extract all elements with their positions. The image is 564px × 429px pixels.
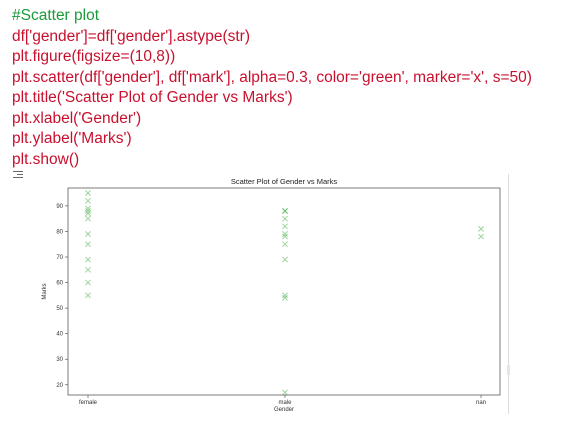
y-tick-label: 40 (56, 332, 63, 338)
scatter-point (85, 279, 91, 286)
code-line-comment: #Scatter plot (12, 7, 100, 24)
x-axis-label: Gender (274, 407, 294, 413)
output-toggle-icon[interactable] (13, 171, 23, 179)
scatter-point (282, 223, 288, 230)
x-tick-label: female (79, 400, 98, 406)
y-tick-label: 20 (56, 383, 63, 389)
scatter-point (282, 208, 288, 214)
scatter-point (85, 205, 91, 212)
chart-title: Scatter Plot of Gender vs Marks (231, 177, 338, 186)
code-line-title: plt.title('Scatter Plot of Gender vs Mar… (12, 89, 293, 106)
y-tick-label: 80 (56, 229, 63, 235)
scatter-point (282, 241, 288, 248)
y-tick-label: 60 (56, 281, 63, 287)
plot-frame (67, 187, 501, 396)
code-line-scatter: plt.scatter(df['gender'], df['mark'], al… (12, 68, 532, 86)
scatter-point (85, 266, 91, 273)
scatter-point (282, 256, 288, 263)
scatter-point (85, 215, 91, 222)
code-line-xlabel: plt.xlabel('Gender') (12, 109, 142, 127)
scatter-point (282, 233, 288, 240)
code-line-astype: df['gender']=df['gender'].astype(str) (12, 27, 251, 45)
y-tick-label: 70 (56, 255, 63, 261)
scatter-point (85, 241, 91, 248)
scatter-point (85, 256, 91, 263)
scatter-point (282, 231, 288, 237)
code-line-show: plt.show() (12, 150, 80, 168)
y-tick-label: 30 (56, 357, 63, 363)
y-tick-label: 50 (56, 306, 63, 312)
scatter-point (282, 294, 288, 301)
scatter-point (85, 292, 91, 299)
scatter-point (85, 208, 91, 214)
scatter-point (478, 233, 484, 240)
y-axis-label: Marks (42, 283, 48, 299)
scatter-point (478, 225, 484, 232)
scatter-point (282, 292, 288, 299)
code-line-ylabel: plt.ylabel('Marks') (12, 130, 132, 147)
scatter-point (85, 190, 91, 197)
x-tick-label: male (278, 400, 292, 406)
scatter-point (282, 208, 288, 214)
code-line-figure: plt.figure(figsize=(10,8)) (12, 48, 176, 65)
output-scroll-handle[interactable] (507, 365, 510, 375)
scatter-point (85, 231, 91, 237)
scatter-point (282, 389, 288, 396)
x-tick-label: nan (476, 400, 486, 406)
code-cell[interactable]: #Scatter plot df['gender']=df['gender'].… (12, 6, 532, 170)
output-frame-border (508, 174, 509, 414)
scatter-point (282, 215, 288, 222)
scatter-point (85, 197, 91, 204)
scatter-point (85, 210, 91, 217)
y-tick-label: 90 (56, 204, 63, 210)
